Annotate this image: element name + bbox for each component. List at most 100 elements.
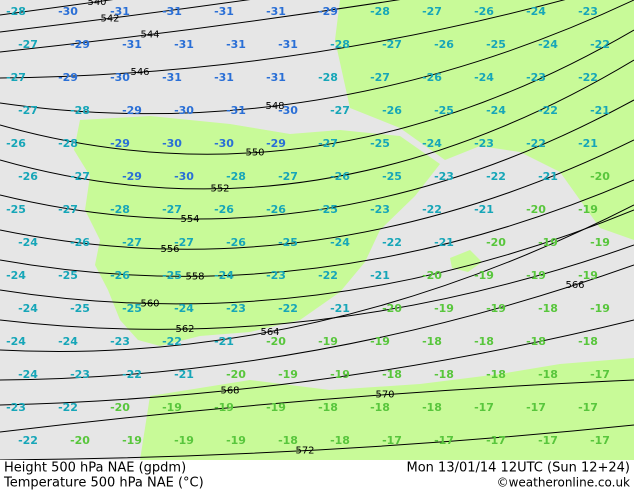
temperature-label: -23: [434, 170, 454, 183]
temperature-label: -28: [110, 203, 130, 216]
temperature-label: -29: [266, 137, 286, 150]
temperature-label: -17: [590, 434, 610, 447]
temperature-label: -18: [538, 302, 558, 315]
temperature-label: -27: [122, 236, 142, 249]
temperature-label: -17: [474, 401, 494, 414]
temperature-label: -28: [70, 104, 90, 117]
temperature-label: -31: [214, 71, 234, 84]
temperature-label: -27: [174, 236, 194, 249]
temperature-label: -20: [110, 401, 130, 414]
temperature-label: -27: [18, 38, 38, 51]
temperature-label: -31: [226, 38, 246, 51]
temperature-label: -28: [58, 137, 78, 150]
temperature-label: -24: [6, 269, 26, 282]
contour-label: 548: [265, 101, 284, 112]
footer-bg: [0, 460, 634, 490]
temperature-label: -25: [318, 203, 338, 216]
temperature-label: -22: [526, 137, 546, 150]
temperature-label: -22: [58, 401, 78, 414]
temperature-label: -29: [122, 104, 142, 117]
temperature-label: -19: [486, 302, 506, 315]
temperature-label: -18: [422, 401, 442, 414]
temperature-label: -18: [370, 401, 390, 414]
temperature-label: -23: [6, 401, 26, 414]
temperature-label: -23: [526, 71, 546, 84]
temperature-label: -25: [6, 203, 26, 216]
temperature-label: -17: [590, 368, 610, 381]
temperature-label: -24: [18, 236, 38, 249]
temperature-label: -30: [110, 71, 130, 84]
temperature-label: -31: [226, 104, 246, 117]
temperature-label: -19: [214, 401, 234, 414]
temperature-label: -17: [538, 434, 558, 447]
land-iberia: [74, 116, 440, 346]
temperature-label: -21: [590, 104, 610, 117]
temperature-label: -24: [486, 104, 506, 117]
temperature-label: -27: [18, 104, 38, 117]
temperature-label: -22: [486, 170, 506, 183]
temperature-label: -19: [278, 368, 298, 381]
temperature-label: -19: [318, 335, 338, 348]
temperature-label: -26: [226, 236, 246, 249]
temperature-label: -21: [330, 302, 350, 315]
temperature-label: -28: [370, 5, 390, 18]
temperature-label: -26: [422, 71, 442, 84]
temperature-label: -23: [578, 5, 598, 18]
temperature-label: -30: [174, 104, 194, 117]
temperature-label: -21: [370, 269, 390, 282]
contour-label: 550: [245, 148, 264, 159]
temperature-label: -22: [162, 335, 182, 348]
temperature-label: -22: [18, 434, 38, 447]
temperature-label: -17: [434, 434, 454, 447]
contour-label: 558: [185, 271, 204, 282]
temperature-label: -30: [214, 137, 234, 150]
temperature-label: -27: [6, 71, 26, 84]
temperature-label: -27: [330, 104, 350, 117]
temperature-label: -29: [70, 38, 90, 51]
temperature-label: -28: [226, 170, 246, 183]
temperature-label: -29: [58, 71, 78, 84]
temperature-label: -20: [422, 269, 442, 282]
contour-label: 566: [565, 280, 584, 291]
contour-label: 554: [180, 214, 199, 225]
temperature-label: -31: [174, 38, 194, 51]
land-island: [450, 250, 482, 272]
contour-label: 542: [100, 13, 119, 24]
temperature-label: -22: [590, 38, 610, 51]
contour-label: 564: [260, 327, 279, 338]
temperature-label: -26: [214, 203, 234, 216]
temperature-label: -24: [538, 38, 558, 51]
contour-line: [0, 59, 634, 190]
temperature-label: -29: [122, 170, 142, 183]
temperature-label: -26: [382, 104, 402, 117]
temperature-label: -26: [330, 170, 350, 183]
contour-line: [0, 424, 634, 461]
temperature-label: -18: [486, 368, 506, 381]
temperature-label: -21: [174, 368, 194, 381]
temperature-label: -31: [278, 38, 298, 51]
temperature-label: -19: [526, 269, 546, 282]
temperature-label: -27: [422, 5, 442, 18]
contour-label: 540: [87, 0, 106, 8]
temperature-label: -20: [70, 434, 90, 447]
temperature-label: -24: [174, 302, 194, 315]
temperature-label: -18: [330, 434, 350, 447]
temperature-label: -31: [214, 5, 234, 18]
contour-label: 552: [210, 184, 229, 195]
temperature-label: -21: [474, 203, 494, 216]
temperature-label: -22: [538, 104, 558, 117]
temperature-label: -23: [70, 368, 90, 381]
temperature-label: -19: [174, 434, 194, 447]
temperature-label: -22: [578, 71, 598, 84]
temperature-label: -23: [370, 203, 390, 216]
temperature-label: -21: [538, 170, 558, 183]
temperature-label: -29: [110, 137, 130, 150]
contour-line: [0, 204, 634, 352]
contour-line: [0, 319, 634, 406]
temperature-label: -27: [58, 203, 78, 216]
land-france: [335, 0, 634, 240]
temperature-label: -23: [266, 269, 286, 282]
temperature-label: -19: [590, 302, 610, 315]
temperature-label: -20: [226, 368, 246, 381]
